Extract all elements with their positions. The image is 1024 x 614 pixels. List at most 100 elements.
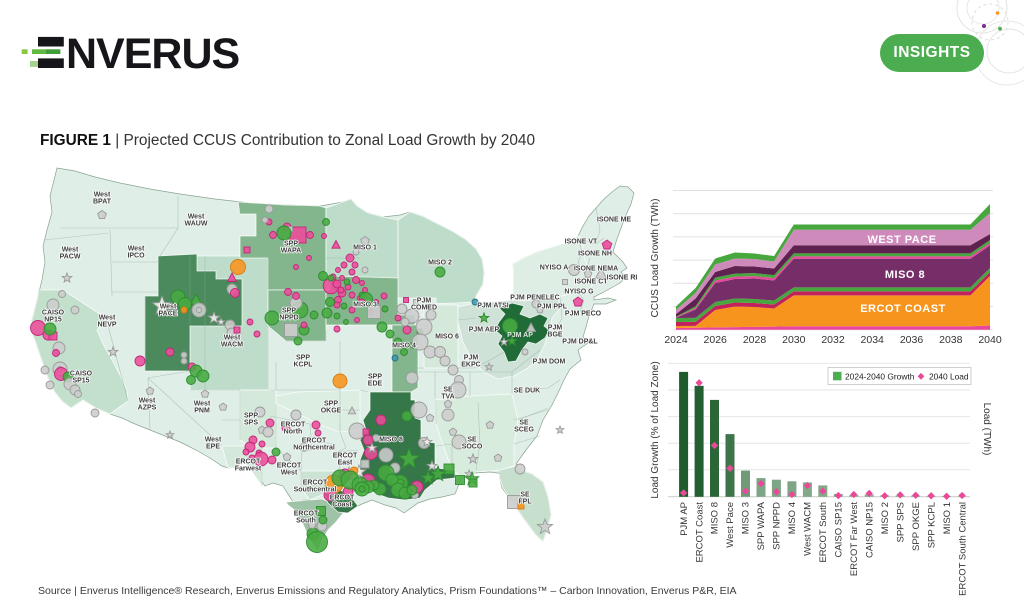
svg-text:WEST PACE: WEST PACE: [867, 234, 936, 246]
svg-text:West: West: [194, 400, 211, 407]
svg-text:SPP: SPP: [244, 412, 258, 419]
svg-text:NEVP: NEVP: [97, 321, 116, 328]
svg-text:BPAT: BPAT: [93, 198, 112, 205]
svg-text:ERCOT South Central: ERCOT South Central: [957, 502, 968, 596]
svg-text:2032: 2032: [821, 334, 845, 346]
svg-text:ISONE NH: ISONE NH: [578, 251, 612, 258]
svg-text:PJM AP: PJM AP: [507, 332, 533, 339]
svg-text:FPL: FPL: [518, 498, 532, 505]
svg-text:ISONE RI: ISONE RI: [607, 275, 638, 282]
svg-text:2040: 2040: [978, 334, 1002, 346]
svg-text:WAPA: WAPA: [281, 247, 301, 254]
svg-text:ERCOT: ERCOT: [302, 437, 327, 444]
svg-text:Load Growth (% of Load Zone): Load Growth (% of Load Zone): [650, 361, 661, 498]
svg-text:PJM: PJM: [417, 297, 432, 304]
svg-text:MISO 1: MISO 1: [353, 245, 377, 252]
svg-text:NYISO A: NYISO A: [540, 265, 569, 272]
svg-text:EKPC: EKPC: [461, 361, 480, 368]
svg-text:Northcentral: Northcentral: [293, 444, 335, 451]
svg-text:SE: SE: [520, 491, 530, 498]
svg-text:2034: 2034: [861, 334, 885, 346]
svg-text:CCUS Load Growth (TWh): CCUS Load Growth (TWh): [650, 199, 661, 318]
svg-text:West: West: [224, 334, 241, 341]
svg-text:SPP OKGE: SPP OKGE: [911, 502, 922, 551]
svg-text:SE: SE: [467, 436, 477, 443]
svg-text:SPP WAPA: SPP WAPA: [756, 501, 767, 550]
svg-text:West: West: [160, 303, 177, 310]
svg-text:ISONE CT: ISONE CT: [574, 279, 608, 286]
svg-text:ISONE ME: ISONE ME: [597, 217, 632, 224]
svg-text:Southcentral: Southcentral: [294, 486, 337, 493]
svg-text:MISO 2: MISO 2: [880, 502, 891, 534]
svg-text:2038: 2038: [939, 334, 963, 346]
svg-text:EPE: EPE: [206, 443, 220, 450]
svg-text:SOCO: SOCO: [462, 443, 483, 450]
svg-text:PJM PECO: PJM PECO: [565, 311, 602, 318]
svg-text:PACW: PACW: [60, 253, 81, 260]
svg-text:SCEG: SCEG: [514, 426, 534, 433]
svg-text:CAISO: CAISO: [42, 309, 65, 316]
svg-text:East: East: [338, 459, 353, 466]
svg-text:MISO 8: MISO 8: [885, 269, 925, 281]
svg-text:West: West: [281, 469, 298, 476]
svg-text:ERCOT: ERCOT: [281, 421, 306, 428]
svg-text:SPP: SPP: [324, 400, 338, 407]
svg-text:ISONE VT: ISONE VT: [565, 239, 598, 246]
svg-text:MISO 6: MISO 6: [435, 334, 459, 341]
svg-text:MISO 3: MISO 3: [741, 502, 752, 534]
svg-text:West Pace: West Pace: [725, 502, 736, 548]
svg-text:PJM: PJM: [548, 324, 563, 331]
svg-text:SP15: SP15: [72, 377, 89, 384]
svg-text:CAISO NP15: CAISO NP15: [864, 502, 875, 558]
svg-text:NP15: NP15: [44, 316, 62, 323]
svg-text:SPP: SPP: [284, 240, 298, 247]
svg-text:ERCOT Far West: ERCOT Far West: [849, 502, 860, 576]
svg-text:ISONE NEMA: ISONE NEMA: [574, 266, 618, 273]
svg-text:SE: SE: [443, 386, 453, 393]
svg-text:WACM: WACM: [221, 341, 243, 348]
svg-text:Farwest: Farwest: [235, 465, 262, 472]
svg-text:ERCOT South: ERCOT South: [818, 502, 829, 563]
svg-text:MISO 8: MISO 8: [379, 437, 403, 444]
svg-text:SPP NPPD: SPP NPPD: [772, 502, 783, 550]
svg-text:SE: SE: [519, 419, 529, 426]
svg-text:West: West: [205, 436, 222, 443]
svg-text:MISO 4: MISO 4: [787, 502, 798, 534]
svg-text:ERCOT Coast: ERCOT Coast: [694, 502, 705, 563]
svg-text:AZPS: AZPS: [138, 404, 157, 411]
svg-text:MISO 8: MISO 8: [710, 502, 721, 534]
svg-text:KCPL: KCPL: [293, 361, 313, 368]
svg-text:ERCOT: ERCOT: [294, 510, 319, 517]
svg-text:PNM: PNM: [194, 407, 210, 414]
svg-text:MISO 2: MISO 2: [428, 260, 452, 267]
svg-text:MISO 1: MISO 1: [942, 502, 953, 534]
svg-text:NYISO G: NYISO G: [564, 289, 594, 296]
svg-text:ERCOT COAST: ERCOT COAST: [860, 303, 946, 315]
svg-text:2028: 2028: [743, 334, 767, 346]
svg-text:MISO 4: MISO 4: [392, 343, 416, 350]
svg-text:PJM: PJM: [464, 354, 479, 361]
svg-text:ERCOT: ERCOT: [330, 494, 355, 501]
svg-text:ERCOT: ERCOT: [277, 462, 302, 469]
svg-text:SE DUK: SE DUK: [514, 388, 540, 395]
svg-text:PJM AP: PJM AP: [679, 502, 690, 536]
svg-text:West: West: [62, 246, 79, 253]
svg-text:West: West: [188, 213, 205, 220]
svg-text:IPCO: IPCO: [127, 252, 145, 259]
svg-text:SPP: SPP: [368, 373, 382, 380]
svg-text:ERCOT: ERCOT: [303, 479, 328, 486]
svg-text:MISO 3: MISO 3: [353, 302, 377, 309]
svg-text:2036: 2036: [900, 334, 924, 346]
svg-text:PACE: PACE: [159, 310, 178, 317]
svg-text:COMED: COMED: [411, 304, 437, 311]
svg-text:PJM AEP: PJM AEP: [469, 327, 500, 334]
svg-text:PJM DP&L: PJM DP&L: [562, 339, 598, 346]
svg-text:Load (TWh): Load (TWh): [981, 403, 992, 456]
svg-text:CAISO: CAISO: [70, 370, 93, 377]
svg-text:TVA: TVA: [441, 393, 454, 400]
svg-text:PJM PPL: PJM PPL: [537, 304, 568, 311]
svg-text:2040 Load: 2040 Load: [929, 372, 969, 382]
svg-text:South: South: [296, 517, 316, 524]
svg-text:ERCOT: ERCOT: [236, 458, 261, 465]
svg-text:CAISO SP15: CAISO SP15: [834, 502, 845, 557]
